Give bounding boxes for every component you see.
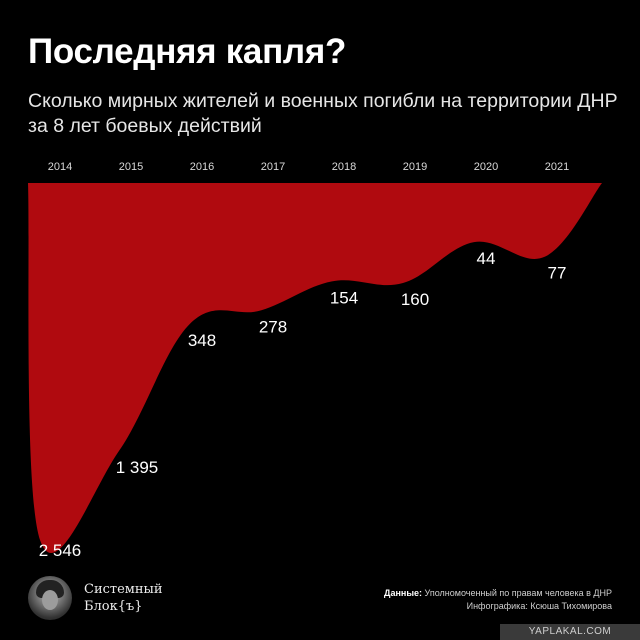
value-label-2020: 44 bbox=[477, 249, 496, 268]
value-label-2015: 1 395 bbox=[116, 458, 159, 477]
year-label-2014: 2014 bbox=[48, 161, 72, 173]
year-label-2019: 2019 bbox=[403, 161, 427, 173]
drop-area-chart: 2014 2015 2016 2017 2018 2019 2020 2021 2 546 1 … bbox=[28, 161, 602, 560]
value-label-2021: 77 bbox=[548, 264, 567, 283]
value-label-2016: 348 bbox=[188, 331, 216, 350]
year-label-2015: 2015 bbox=[119, 161, 143, 173]
watermark: YAPLAKAL.COM bbox=[500, 624, 640, 640]
data-source-label: Данные: bbox=[384, 588, 423, 598]
chart-title: Последняя капля? bbox=[28, 32, 347, 71]
brand-line-2: Блок{ъ} bbox=[84, 599, 143, 614]
infographic-credit: Инфографика: Ксюша Тихомирова bbox=[466, 601, 612, 611]
value-label-2017: 278 bbox=[259, 317, 287, 336]
year-label-2021: 2021 bbox=[545, 161, 569, 173]
year-label-2017: 2017 bbox=[261, 161, 285, 173]
year-label-2020: 2020 bbox=[474, 161, 498, 173]
value-label-2019: 160 bbox=[401, 290, 429, 309]
brand-block: Системный Блок{ъ} bbox=[28, 576, 163, 620]
chart-subtitle: Сколько мирных жителей и военных погибли… bbox=[28, 90, 618, 137]
year-label-2018: 2018 bbox=[332, 161, 356, 173]
data-source: Уполномоченный по правам человека в ДНР bbox=[424, 588, 612, 598]
brand-line-1: Системный bbox=[84, 582, 163, 597]
data-source-line: Данные: Уполномоченный по правам человек… bbox=[384, 587, 612, 600]
portrait-logo bbox=[28, 576, 72, 620]
credits: Данные: Уполномоченный по правам человек… bbox=[384, 587, 612, 613]
value-label-2018: 154 bbox=[330, 288, 358, 307]
brand-name: Системный Блок{ъ} bbox=[84, 581, 163, 615]
casualties-area bbox=[28, 183, 602, 554]
value-label-2014: 2 546 bbox=[39, 541, 82, 560]
year-label-2016: 2016 bbox=[190, 161, 214, 173]
